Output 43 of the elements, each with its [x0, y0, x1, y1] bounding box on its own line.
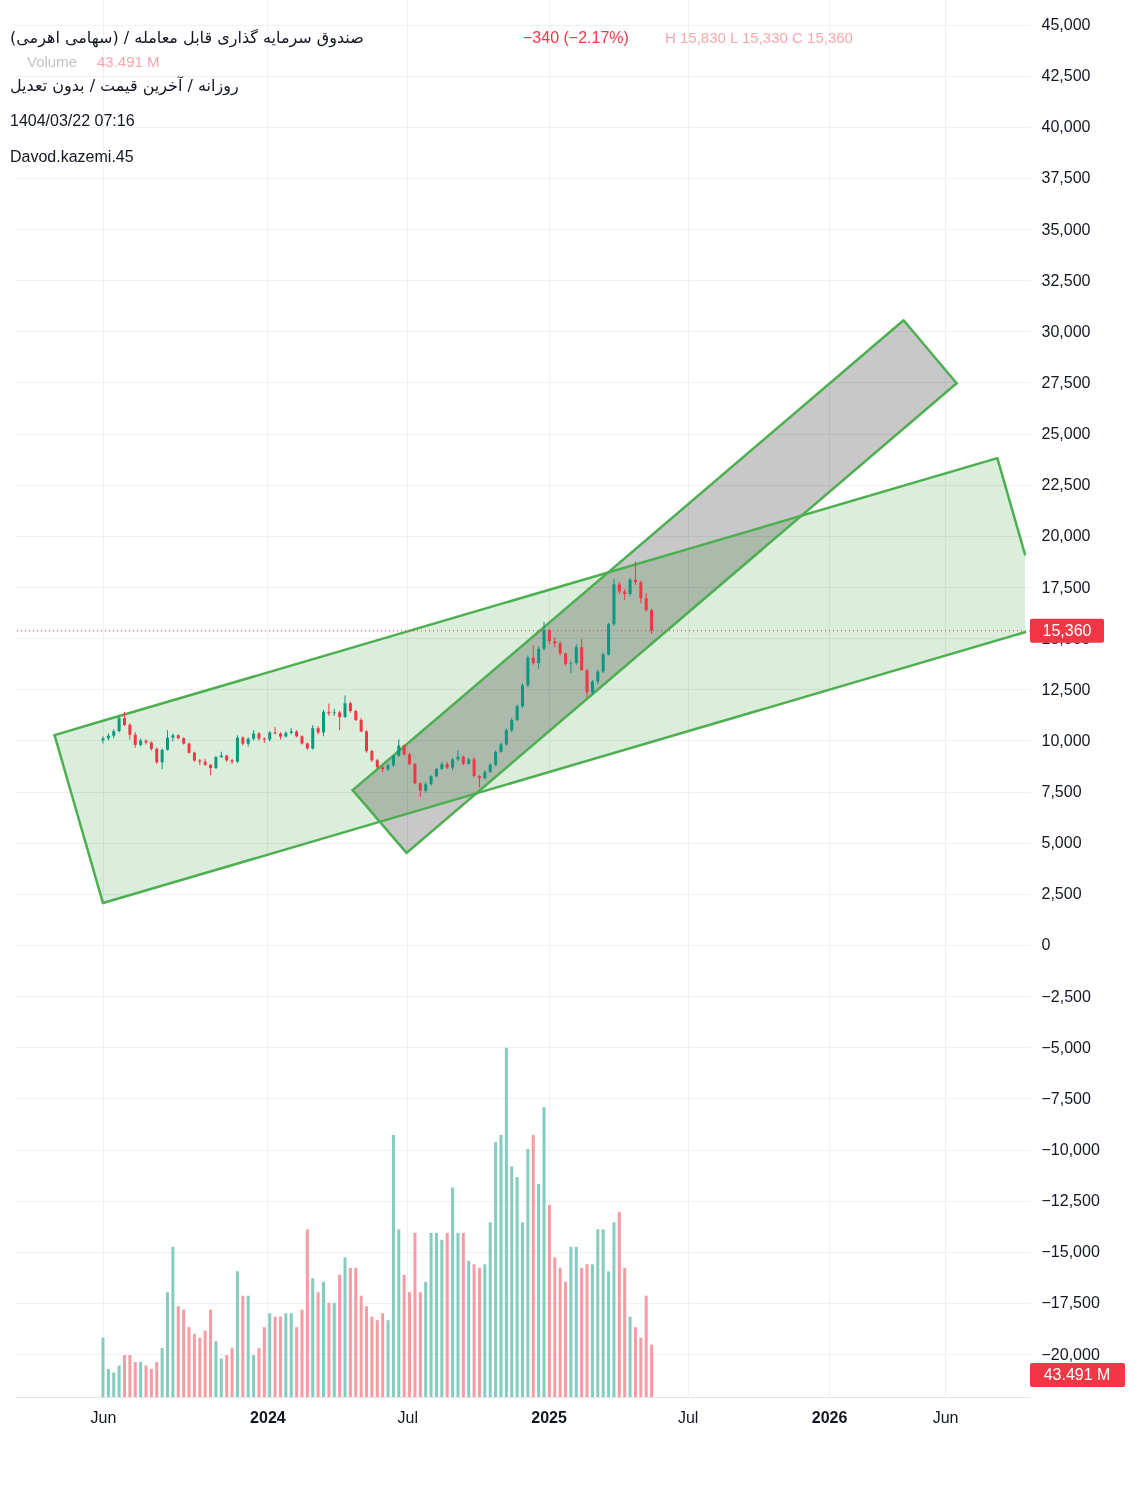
y-tick-label: 22,500 [1041, 476, 1091, 494]
y-tick-label: −20,000 [1041, 1345, 1100, 1363]
y-tick-label: 32,500 [1041, 271, 1091, 289]
y-tick-label: −10,000 [1041, 1141, 1100, 1159]
ref-line-label: 15,360 [1042, 621, 1092, 639]
y-tick-label: 10,000 [1041, 731, 1091, 749]
y-tick-label: 12,500 [1041, 680, 1091, 698]
annotation: 1404/03/22 07:16 [10, 112, 135, 129]
annotation: H 15,830 L 15,330 C 15,360 [665, 29, 853, 46]
y-tick-label: 25,000 [1041, 425, 1091, 443]
y-tick-label: −2,500 [1041, 987, 1091, 1005]
text: (سهامی اهرمی) / صندوق سرمایه گذاری قابل معامله [10, 28, 364, 48]
y-tick-label: 45,000 [1041, 16, 1091, 34]
text: روزانه / آخرین قیمت / بدون تعدیل [10, 76, 239, 96]
annotation: 43.491 M [97, 53, 160, 70]
y-tick-label: −5,000 [1041, 1038, 1091, 1056]
y-tick-label: 30,000 [1041, 322, 1091, 340]
x-tick-label: Jul [677, 1408, 699, 1426]
annotation: Davod.kazemi.45 [10, 148, 134, 165]
annotation: Volume [27, 53, 78, 70]
x-tick-label: 2025 [531, 1408, 568, 1426]
x-tick-label: Jun [932, 1408, 959, 1426]
y-tick-label: −7,500 [1041, 1089, 1091, 1107]
annotation: −340 (−2.17%) [523, 29, 629, 46]
y-tick-label: 35,000 [1041, 220, 1091, 238]
y-tick-label: −12,500 [1041, 1192, 1100, 1210]
y-tick-label: 42,500 [1041, 67, 1091, 85]
x-tick-label: 2024 [250, 1408, 286, 1426]
y-tick-label: −17,500 [1041, 1294, 1100, 1312]
y-tick-label: 2,500 [1041, 885, 1082, 903]
y-tick-label: 7,500 [1041, 783, 1082, 801]
y-tick-label: −15,000 [1041, 1243, 1100, 1261]
x-tick-label: Jul [397, 1408, 418, 1426]
x-tick-label: 2026 [811, 1408, 848, 1426]
x-tick-label: Jun [90, 1408, 117, 1426]
text: 43.491 M [1043, 1366, 1111, 1383]
y-tick-label: 5,000 [1041, 834, 1082, 852]
y-tick-label: 0 [1041, 936, 1051, 954]
y-tick-label: 17,500 [1041, 578, 1091, 596]
y-tick-label: 37,500 [1041, 169, 1091, 187]
y-tick-label: 27,500 [1041, 373, 1091, 391]
y-tick-label: 40,000 [1041, 118, 1091, 136]
y-tick-label: 20,000 [1041, 527, 1091, 545]
